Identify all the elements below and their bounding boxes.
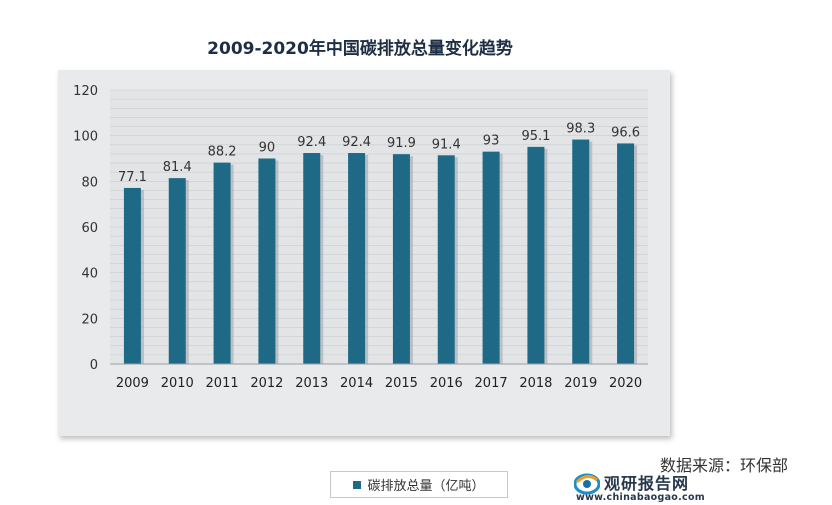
bar xyxy=(213,162,231,364)
bar xyxy=(168,178,186,364)
bar xyxy=(392,154,410,364)
bar xyxy=(123,187,141,364)
data-source: 数据来源：环保部 xyxy=(659,456,788,475)
x-tick-label: 2010 xyxy=(161,376,194,391)
bar xyxy=(258,158,276,364)
bar xyxy=(572,139,590,364)
data-label: 92.4 xyxy=(342,135,371,150)
data-label: 92.4 xyxy=(297,135,326,150)
y-tick-label: 40 xyxy=(81,267,98,282)
data-label: 81.4 xyxy=(163,160,192,175)
x-tick-label: 2009 xyxy=(116,376,149,391)
bar xyxy=(482,151,500,364)
x-tick-label: 2014 xyxy=(340,376,373,391)
x-tick-label: 2011 xyxy=(206,376,239,391)
bar xyxy=(303,153,321,364)
bar xyxy=(527,146,545,364)
data-label: 91.9 xyxy=(387,136,416,151)
brand-logo: 观研报告网 www.chinabaogao.com xyxy=(574,469,724,505)
chart-legend: 碳排放总量（亿吨） xyxy=(330,471,508,498)
y-tick-label: 60 xyxy=(81,221,98,236)
x-tick-label: 2013 xyxy=(295,376,328,391)
bar-chart: 0 20 40 60 80 100 120 77.1 2009 81.4 2010 88.2 2011 9… xyxy=(73,84,648,391)
x-tick-label: 2016 xyxy=(430,376,463,391)
legend-swatch xyxy=(353,480,362,489)
data-label: 95.1 xyxy=(521,129,550,144)
data-label: 77.1 xyxy=(118,170,147,185)
data-label: 91.4 xyxy=(432,137,461,152)
logo-icon xyxy=(574,473,600,495)
logo-name: 观研报告网 xyxy=(604,474,690,493)
chart-frame: 0 20 40 60 80 100 120 77.1 2009 81.4 2010 88.2 2011 9… xyxy=(58,70,705,503)
y-tick-label: 100 xyxy=(73,130,98,145)
logo-url: www.chinabaogao.com xyxy=(576,492,705,503)
y-tick-label: 20 xyxy=(81,312,98,327)
y-tick-label: 120 xyxy=(73,84,98,99)
chart-title: 2009-2020年中国碳排放总量变化趋势 xyxy=(207,39,513,59)
data-label: 88.2 xyxy=(208,145,237,160)
bar xyxy=(437,155,455,364)
x-tick-label: 2012 xyxy=(250,376,283,391)
data-label: 93 xyxy=(483,134,500,149)
y-tick-label: 80 xyxy=(81,175,98,190)
x-tick-label: 2015 xyxy=(385,376,418,391)
x-tick-label: 2019 xyxy=(564,376,597,391)
x-tick-label: 2017 xyxy=(475,376,508,391)
data-label: 96.6 xyxy=(611,125,640,140)
data-label: 98.3 xyxy=(566,122,595,137)
x-tick-label: 2018 xyxy=(519,376,552,391)
data-label: 90 xyxy=(259,141,276,156)
legend-label: 碳排放总量（亿吨） xyxy=(367,479,485,494)
x-tick-label: 2020 xyxy=(609,376,642,391)
y-tick-label: 0 xyxy=(90,358,98,373)
bar xyxy=(617,143,635,364)
bar xyxy=(348,153,366,364)
